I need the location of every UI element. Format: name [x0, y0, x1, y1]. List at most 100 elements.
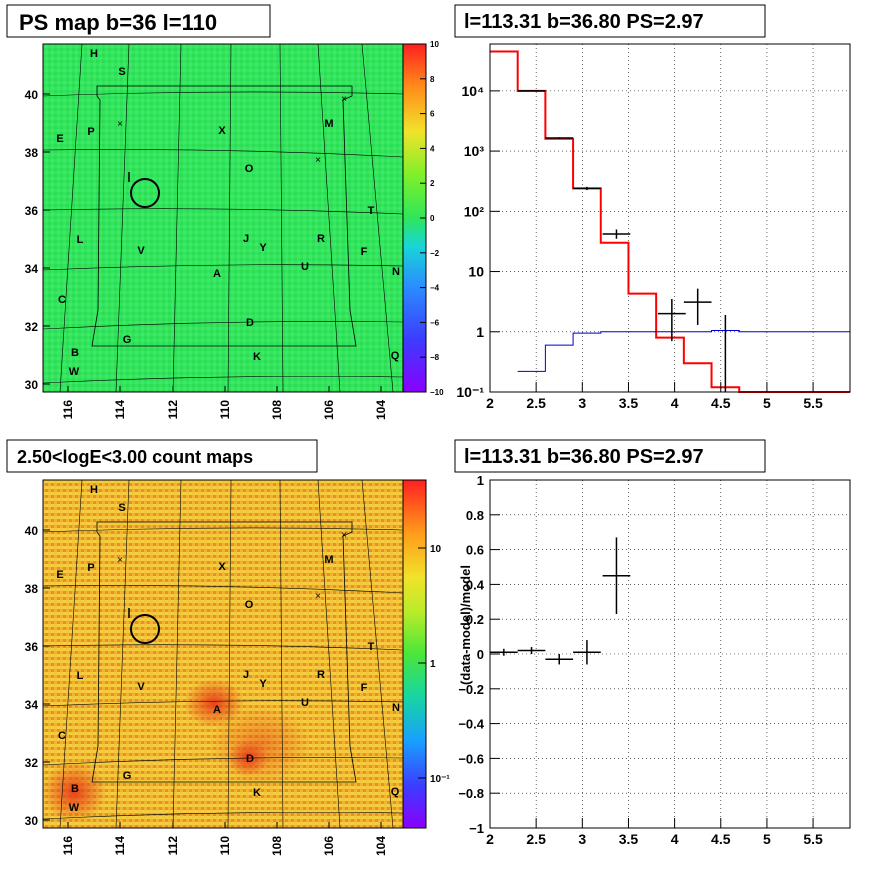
- x-tick-label: 4: [671, 831, 679, 847]
- y-tick-label: 30: [25, 814, 39, 828]
- source-label: K: [253, 787, 261, 799]
- y-tick-label: 10: [468, 264, 484, 280]
- y-tick-label: −0.6: [458, 751, 484, 766]
- y-tick-label: 40: [25, 88, 39, 102]
- residual-series: [490, 537, 631, 665]
- grid-latitude-line: [42, 527, 404, 533]
- colorbar-tick-label: −2: [430, 249, 440, 258]
- target-circle: [130, 178, 160, 208]
- colorbar-tick-label: 4: [430, 144, 435, 153]
- x-tick-label: 4.5: [711, 831, 731, 847]
- cross-marker: ×: [341, 530, 347, 541]
- x-tick-label: 112: [166, 836, 180, 856]
- grid-latitude-line: [42, 585, 404, 594]
- residual-title: l=113.31 b=36.80 PS=2.97: [464, 446, 704, 468]
- x-tick-label: 114: [113, 400, 127, 420]
- survey-footprint-outline: [91, 85, 357, 347]
- x-tick-label: 3: [578, 831, 586, 847]
- y-tick-label: −1: [469, 821, 484, 836]
- source-label: C: [58, 294, 66, 306]
- ps-colorbar-ticks: 10 8 6 4 2 0 −2 −4 −6 −8 −10: [420, 40, 444, 397]
- spectrum-title-box: [454, 4, 766, 38]
- source-label: V: [137, 681, 145, 693]
- grid-longitude-line: [172, 43, 182, 393]
- y-tick-label: 1: [477, 473, 484, 488]
- residual-title-box: [454, 439, 766, 473]
- data-point: [545, 137, 574, 139]
- source-label: U: [301, 261, 309, 273]
- y-tick-label: 34: [25, 262, 39, 276]
- source-label: G: [123, 334, 132, 346]
- grid-latitude-line: [42, 149, 404, 158]
- spectrum-y-ticks: 10⁻¹ 1 10 10² 10³ 10⁴: [456, 83, 500, 400]
- x-tick-label: 3.5: [619, 395, 639, 411]
- count-map-grid: × × ×: [42, 479, 404, 829]
- y-tick-label: 36: [25, 204, 39, 218]
- cross-marker: ×: [117, 555, 123, 566]
- x-tick-label: 5: [763, 831, 771, 847]
- source-label: W: [69, 802, 80, 814]
- colorbar-tick-label: 1: [430, 659, 436, 670]
- model-step-line: [517, 329, 850, 372]
- grid-latitude-line: [42, 321, 404, 330]
- x-tick-label: 108: [270, 836, 284, 856]
- source-label: Y: [259, 678, 267, 690]
- source-label: T: [368, 205, 375, 217]
- source-label: N: [392, 266, 400, 278]
- source-label: A: [213, 268, 221, 280]
- ps-map-x-ticks: 116 114 112 110 108 106 104: [61, 386, 388, 420]
- grid-longitude-line: [172, 479, 182, 829]
- data-point: [517, 90, 546, 92]
- hotspot-diffuse: [210, 705, 310, 785]
- y-tick-label: −0.8: [458, 786, 484, 801]
- source-label: X: [218, 125, 226, 137]
- ps-map-y-ticks: 40 38 36 34 32 30: [25, 88, 50, 392]
- residual-point: [545, 654, 574, 665]
- source-label: S: [118, 502, 125, 514]
- source-label: D: [246, 317, 254, 329]
- ps-map-grid: × × ×: [42, 43, 404, 393]
- source-label: N: [392, 702, 400, 714]
- x-tick-label: 2.5: [526, 831, 546, 847]
- source-label: G: [123, 770, 132, 782]
- colorbar-tick-label: −10: [430, 388, 444, 397]
- y-tick-label: 0.2: [466, 612, 484, 627]
- grid-longitude-line: [227, 479, 232, 829]
- source-label: R: [317, 233, 325, 245]
- source-label: W: [69, 366, 80, 378]
- colorbar-tick-label: 6: [430, 110, 435, 119]
- count-map-y-ticks: 40 38 36 34 32 30: [25, 524, 50, 828]
- source-label: J: [243, 233, 249, 245]
- count-map-title-box: [6, 439, 318, 473]
- ps-map-panel: ××× 116 114 112 110 108 106 104 40 38 36 34 32 30 1…: [6, 4, 444, 420]
- y-tick-label: 10⁻¹: [456, 384, 484, 400]
- x-tick-label: 5.5: [803, 831, 823, 847]
- residual-y-label: (data-model)/model: [458, 565, 473, 685]
- y-tick-label: 38: [25, 582, 39, 596]
- source-label: E: [56, 569, 63, 581]
- colorbar-tick-label: 10⁻¹: [430, 774, 450, 785]
- y-tick-label: 30: [25, 378, 39, 392]
- residual-point: [490, 648, 518, 656]
- y-tick-label: 38: [25, 146, 39, 160]
- residual-grid: [490, 480, 850, 828]
- source-label: Q: [391, 350, 400, 362]
- y-tick-label: −0.2: [458, 682, 484, 697]
- source-label: R: [317, 669, 325, 681]
- source-label: E: [56, 133, 63, 145]
- source-label: J: [243, 669, 249, 681]
- source-label: L: [77, 670, 84, 682]
- ps-map-source-labels: H S M E P X O T L V JY R F U N C A D G BW K Q: [56, 48, 400, 378]
- x-tick-label: 5.5: [803, 395, 823, 411]
- y-tick-label: 32: [25, 320, 39, 334]
- residual-point: [602, 537, 631, 614]
- grid-longitude-line: [227, 43, 232, 393]
- colorbar-tick-label: −6: [430, 318, 440, 327]
- source-label: H: [90, 484, 98, 496]
- cross-marker: ×: [315, 591, 321, 602]
- source-label: O: [245, 599, 254, 611]
- survey-footprint-outline: [91, 521, 357, 783]
- x-tick-label: 110: [218, 836, 232, 856]
- y-tick-label: 1: [476, 324, 484, 340]
